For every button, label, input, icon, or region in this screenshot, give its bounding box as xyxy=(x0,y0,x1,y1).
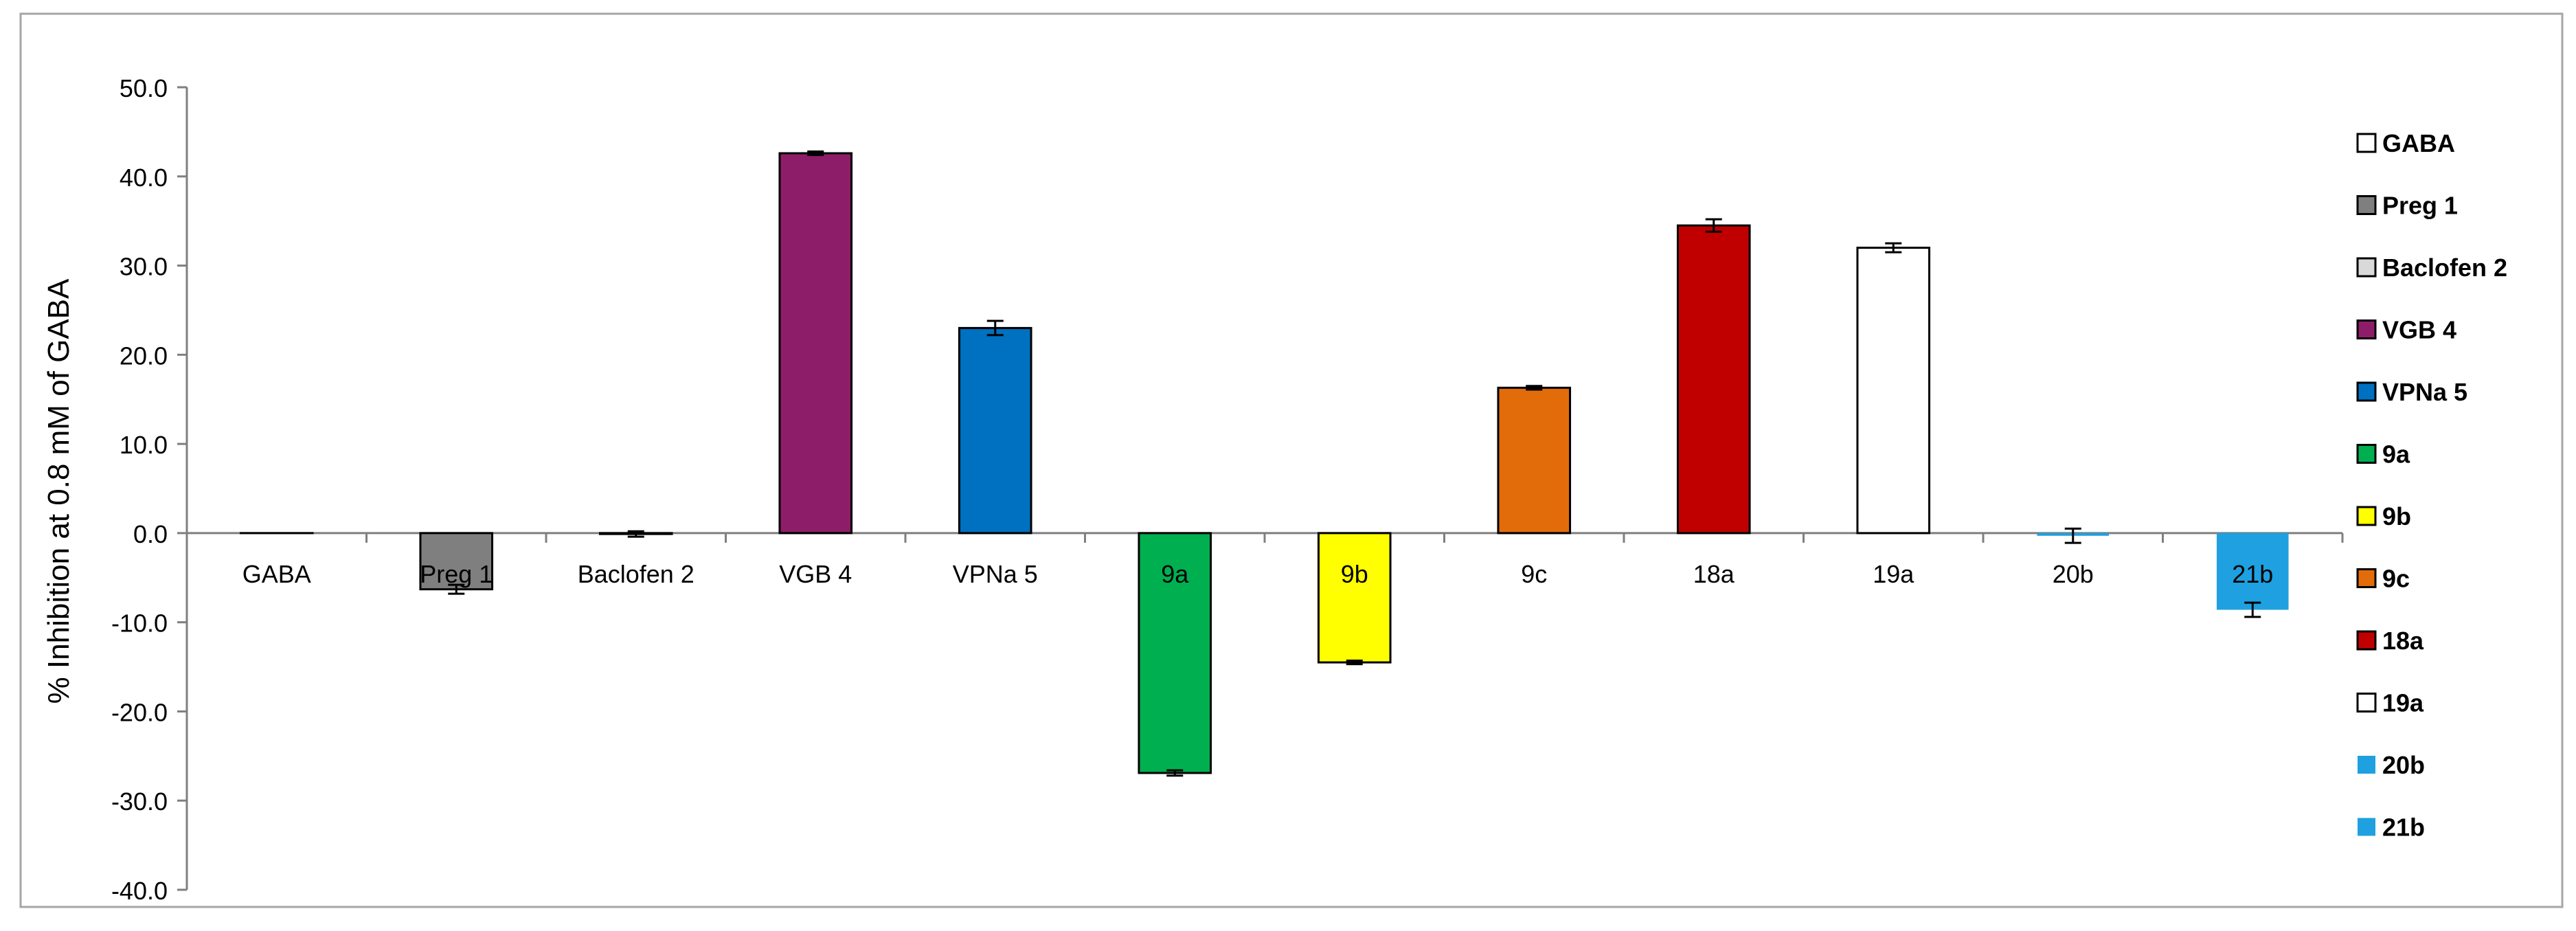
legend-swatch xyxy=(2358,134,2375,152)
legend-label: VGB 4 xyxy=(2382,316,2456,344)
x-tick-label: 19a xyxy=(1873,560,1914,588)
bar xyxy=(780,153,852,533)
bar xyxy=(1498,388,1570,533)
bar xyxy=(959,328,1031,532)
legend-label: 21b xyxy=(2382,814,2425,842)
bar xyxy=(1677,225,1750,533)
x-tick-label: GABA xyxy=(242,560,311,588)
x-tick-label: 20b xyxy=(2053,560,2094,588)
y-tick-label: 0.0 xyxy=(133,520,168,548)
x-tick-label: Preg 1 xyxy=(420,560,493,588)
legend-label: 20b xyxy=(2382,751,2425,779)
legend-swatch xyxy=(2358,507,2375,525)
legend-label: 18a xyxy=(2382,627,2424,655)
x-tick-label: 9c xyxy=(1521,560,1547,588)
legend-swatch xyxy=(2358,631,2375,649)
legend-label: 19a xyxy=(2382,689,2424,717)
legend-swatch xyxy=(2358,818,2375,836)
x-tick-label: 18a xyxy=(1693,560,1735,588)
x-tick-label: VPNa 5 xyxy=(953,560,1038,588)
legend-swatch xyxy=(2358,694,2375,712)
y-tick-label: -30.0 xyxy=(111,787,168,816)
legend-swatch xyxy=(2358,570,2375,587)
x-tick-label: VGB 4 xyxy=(779,560,852,588)
legend-label: 9a xyxy=(2382,440,2410,469)
legend-swatch xyxy=(2358,258,2375,276)
legend-swatch xyxy=(2358,445,2375,463)
legend-label: 9c xyxy=(2382,565,2410,593)
x-tick-label: 9a xyxy=(1161,560,1189,588)
y-tick-label: -10.0 xyxy=(111,609,168,638)
y-tick-label: 40.0 xyxy=(120,164,168,192)
chart-border xyxy=(21,14,2562,907)
y-tick-label: -40.0 xyxy=(111,877,168,905)
legend-label: Baclofen 2 xyxy=(2382,254,2507,282)
legend-label: Preg 1 xyxy=(2382,192,2458,220)
x-tick-label: Baclofen 2 xyxy=(578,560,694,588)
bar xyxy=(1318,533,1390,662)
y-tick-label: 50.0 xyxy=(120,74,168,102)
x-tick-label: 21b xyxy=(2232,560,2273,588)
legend-label: 9b xyxy=(2382,502,2411,530)
y-tick-label: 10.0 xyxy=(120,431,168,459)
legend-swatch xyxy=(2358,383,2375,401)
y-tick-label: 20.0 xyxy=(120,341,168,370)
y-tick-label: -20.0 xyxy=(111,698,168,726)
x-tick-label: 9b xyxy=(1341,560,1368,588)
legend-swatch xyxy=(2358,197,2375,214)
legend-swatch xyxy=(2358,756,2375,774)
legend-label: VPNa 5 xyxy=(2382,378,2467,406)
y-tick-label: 30.0 xyxy=(120,253,168,281)
y-axis-title: % Inhibition at 0.8 mM of GABA xyxy=(42,278,76,704)
bar xyxy=(1857,248,1930,533)
legend-label: GABA xyxy=(2382,129,2455,157)
legend-swatch xyxy=(2358,321,2375,339)
